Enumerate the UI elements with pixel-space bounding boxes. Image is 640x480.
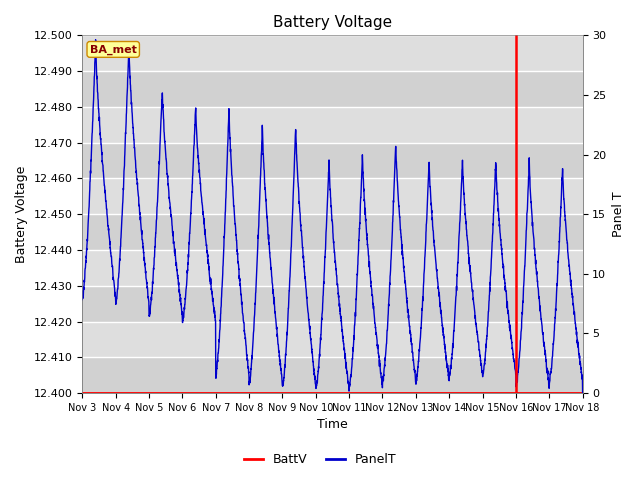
X-axis label: Time: Time xyxy=(317,419,348,432)
Bar xyxy=(83,322,582,357)
Bar xyxy=(83,357,582,393)
Bar xyxy=(83,179,582,214)
Bar xyxy=(83,214,582,250)
Y-axis label: Panel T: Panel T xyxy=(612,192,625,237)
Bar xyxy=(83,250,582,286)
Bar xyxy=(83,107,582,143)
Text: BA_met: BA_met xyxy=(90,44,137,55)
Title: Battery Voltage: Battery Voltage xyxy=(273,15,392,30)
Bar xyxy=(83,71,582,107)
Legend: BattV, PanelT: BattV, PanelT xyxy=(239,448,401,471)
Y-axis label: Battery Voltage: Battery Voltage xyxy=(15,166,28,263)
Bar xyxy=(83,36,582,71)
Bar xyxy=(83,286,582,322)
Bar xyxy=(83,143,582,179)
